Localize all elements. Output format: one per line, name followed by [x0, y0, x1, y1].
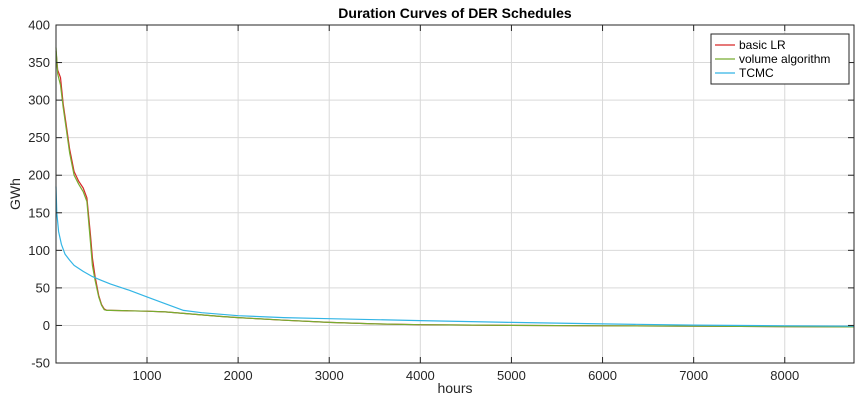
y-tick-label: 350 [28, 55, 50, 70]
y-tick-label: 50 [36, 280, 50, 295]
legend-label-0: basic LR [739, 38, 786, 52]
y-axis-label: GWh [7, 178, 23, 210]
legend-label-2: TCMC [739, 66, 774, 80]
x-tick-label: 7000 [679, 368, 708, 383]
plot-frame [55, 24, 855, 364]
y-tick-label: 400 [28, 18, 50, 33]
x-axis-label: hours [437, 380, 472, 394]
x-tick-label: 6000 [588, 368, 617, 383]
y-tick-label: 150 [28, 205, 50, 220]
series-line-1 [55, 47, 855, 328]
y-tick-label: -50 [31, 356, 50, 371]
legend-box [710, 33, 850, 85]
x-tick-label: 8000 [770, 368, 799, 383]
y-tick-label: 300 [28, 93, 50, 108]
series-layer [55, 47, 855, 328]
x-tick-label: 1000 [133, 368, 162, 383]
y-tick-label: 100 [28, 243, 50, 258]
y-tick-label: 0 [43, 318, 50, 333]
series-line-2 [55, 186, 855, 327]
x-tick-label: 4000 [406, 368, 435, 383]
y-tick-label: 200 [28, 168, 50, 183]
x-tick-label: 3000 [315, 368, 344, 383]
y-tick-label: 250 [28, 130, 50, 145]
x-tick-label: 2000 [224, 368, 253, 383]
chart-title: Duration Curves of DER Schedules [338, 5, 572, 21]
tick-layer: 1000 2000 3000 4000 5000 6000 7000 8000 -50 0 50 10… [28, 18, 854, 383]
x-tick-label: 5000 [497, 368, 526, 383]
legend-label-1: volume algorithm [739, 52, 830, 66]
